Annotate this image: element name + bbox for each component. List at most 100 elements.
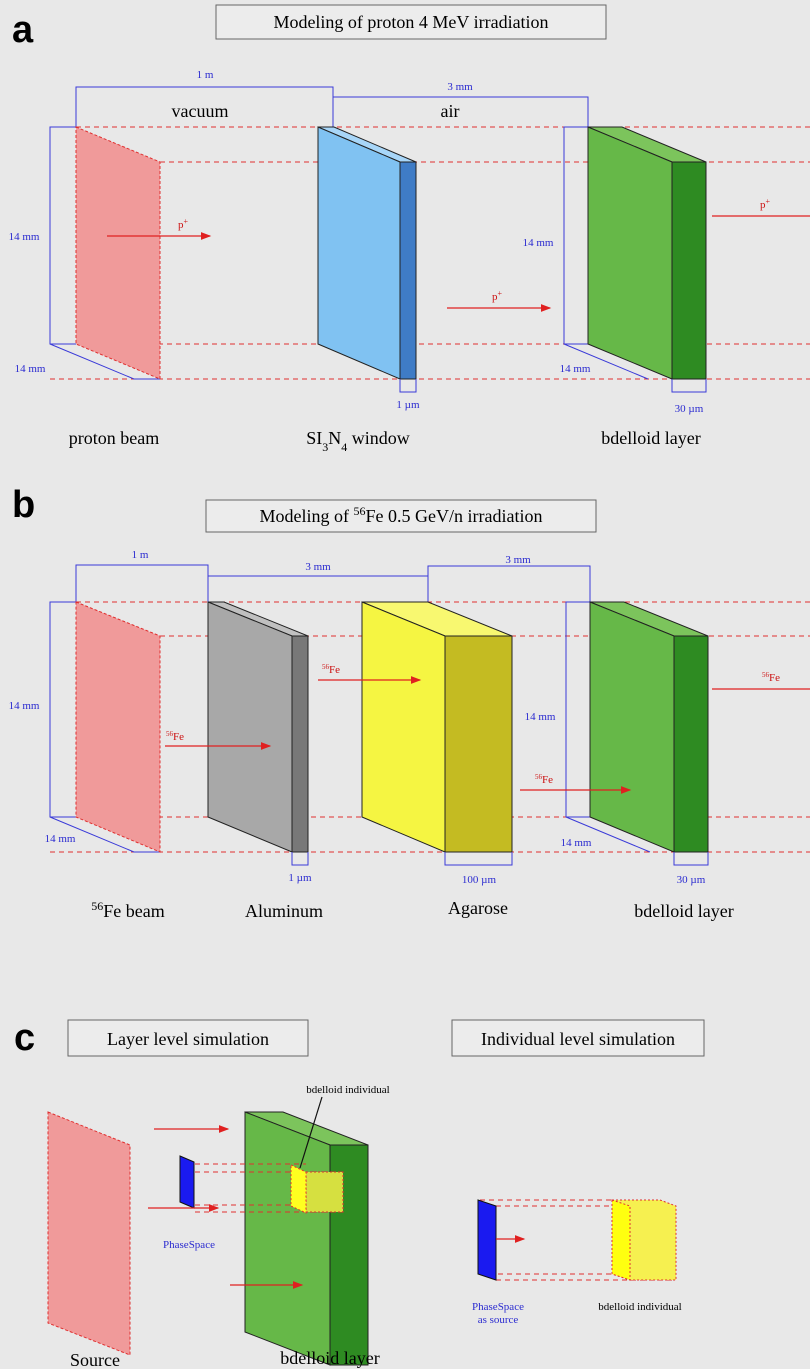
shape — [244, 1111, 331, 1366]
shape — [671, 379, 707, 393]
particle-label: 56Fe — [535, 773, 553, 786]
phase-space-label: as source — [478, 1314, 519, 1326]
dimension: 100 µm — [462, 874, 497, 886]
shape — [444, 852, 513, 866]
shape — [444, 635, 513, 853]
text-part: Fe beam — [103, 901, 164, 921]
shape — [673, 635, 709, 853]
shape — [589, 601, 675, 853]
shape — [399, 379, 417, 393]
panel-title: Modeling of 56Fe 0.5 GeV/n irradiation — [260, 504, 543, 526]
component-label: bdelloid layer — [601, 428, 700, 448]
dimension: 3 mm — [505, 554, 531, 566]
dimension: 3 mm — [305, 561, 331, 573]
panel-a: a Modeling of proton 4 MeV irradiation 1… — [9, 4, 810, 454]
particle-label: 56Fe — [322, 663, 340, 676]
panel-title: Modeling of proton 4 MeV irradiation — [273, 12, 548, 32]
text-part: Fe 0.5 GeV/n irradiation — [366, 506, 543, 526]
panel-c: c Layer level simulation Individual leve… — [14, 1017, 705, 1369]
panel-b: b Modeling of 56Fe 0.5 GeV/n irradiation… — [9, 484, 810, 921]
panel-title: Layer level simulation — [107, 1029, 269, 1049]
phase-space-label: PhaseSpace — [472, 1301, 524, 1313]
panel-letter: c — [14, 1017, 35, 1059]
text-part: window — [347, 428, 410, 448]
medium-label: vacuum — [172, 101, 229, 121]
text-part: 56 — [762, 671, 770, 679]
shape — [305, 1171, 344, 1213]
component-label: Agarose — [448, 898, 508, 918]
text-part: 56 — [535, 773, 543, 781]
title-box — [205, 499, 597, 533]
shape — [673, 852, 709, 866]
dimension: 14 mm — [560, 363, 591, 375]
text-part: 56 — [322, 663, 330, 671]
panel-title: Individual level simulation — [481, 1029, 675, 1049]
text-part: p — [492, 291, 498, 303]
particle-label: p+ — [492, 289, 503, 304]
component-label: SI3N4 window — [306, 428, 410, 454]
shape — [361, 601, 446, 853]
component-label: bdelloid individual — [598, 1301, 681, 1313]
text-part: Fe — [173, 731, 184, 743]
shape — [49, 601, 160, 853]
text-part: p — [178, 219, 184, 231]
dimension: 1 µm — [396, 399, 420, 411]
text-part: 4 — [341, 440, 347, 454]
dimension: 30 µm — [677, 874, 706, 886]
text-part: Fe — [329, 664, 340, 676]
callout: bdelloid individual — [306, 1084, 389, 1096]
shape — [291, 852, 309, 866]
dimension: 3 mm — [447, 81, 473, 93]
particle-label: 56Fe — [762, 671, 780, 684]
shape — [75, 86, 589, 127]
shape — [317, 126, 401, 380]
text-part: Fe — [542, 774, 553, 786]
text-part: + — [766, 197, 771, 206]
dimension: 1 m — [197, 69, 214, 81]
shape — [291, 635, 309, 853]
text-part: SI — [306, 428, 322, 448]
shape — [207, 601, 293, 853]
title-box — [451, 1019, 705, 1057]
dimension: 30 µm — [675, 403, 704, 415]
dimension: 14 mm — [15, 363, 46, 375]
shape — [565, 601, 651, 853]
component-label: proton beam — [69, 428, 159, 448]
phase-space-label: PhaseSpace — [163, 1239, 215, 1251]
shape — [47, 1111, 131, 1356]
panel-letter: b — [12, 484, 35, 526]
shape — [75, 601, 161, 853]
dimension: 14 mm — [9, 231, 40, 243]
dimension: 14 mm — [523, 237, 554, 249]
component-label: bdelloid layer — [280, 1348, 379, 1368]
text-part: 56 — [354, 504, 366, 518]
title-box — [215, 4, 607, 40]
text-part: 56 — [91, 899, 103, 913]
dimension: 1 µm — [288, 872, 312, 884]
component-label: 56Fe beam — [91, 899, 164, 921]
panel-letter: a — [12, 9, 34, 51]
shape — [399, 161, 417, 380]
shape — [75, 126, 161, 380]
medium-label: air — [441, 101, 460, 121]
text-part: Fe — [769, 672, 780, 684]
component-label: bdelloid layer — [634, 901, 733, 921]
shape — [477, 1199, 497, 1281]
text-part: + — [498, 289, 503, 298]
shape — [299, 1096, 323, 1169]
shape — [75, 564, 591, 602]
text-part: + — [184, 217, 189, 226]
shape — [587, 126, 673, 380]
dimension: 14 mm — [45, 833, 76, 845]
text-part: N — [328, 428, 341, 448]
dimension: 1 m — [132, 549, 149, 561]
dimension: 14 mm — [561, 837, 592, 849]
component-label: Aluminum — [245, 901, 323, 921]
shape — [611, 1199, 631, 1281]
shape — [179, 1155, 195, 1209]
shape — [290, 1164, 307, 1214]
particle-label: 56Fe — [166, 730, 184, 743]
shape — [671, 161, 707, 380]
text-part: Modeling of — [260, 506, 354, 526]
